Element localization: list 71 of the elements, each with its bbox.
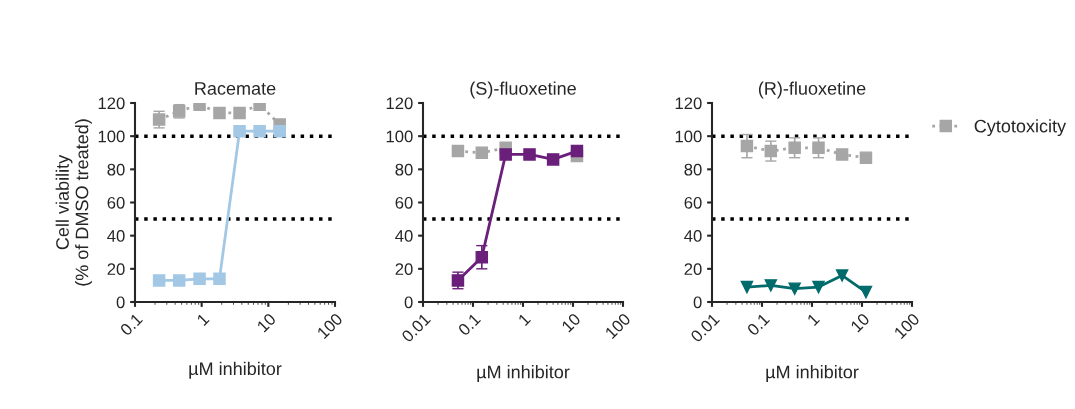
x-tick-label: 10 bbox=[561, 312, 582, 333]
point bbox=[233, 106, 246, 120]
x-axis-title: µM inhibitor bbox=[189, 361, 282, 379]
point bbox=[475, 146, 489, 160]
y-tick-label: 20 bbox=[395, 263, 413, 276]
point bbox=[812, 141, 825, 155]
chart-title: (R)-fluoxetine bbox=[758, 81, 866, 99]
x-tick-label: 10 bbox=[256, 312, 277, 333]
y-tick-label: 60 bbox=[395, 196, 413, 209]
point bbox=[172, 274, 186, 287]
point bbox=[451, 144, 465, 158]
y-tick-label: 0 bbox=[404, 296, 413, 309]
y-tick-label: 60 bbox=[107, 196, 125, 209]
chart-title: (S)-fluoxetine bbox=[470, 81, 576, 99]
y-tick-label: 100 bbox=[98, 130, 125, 143]
x-axis-title: µM inhibitor bbox=[477, 365, 570, 382]
x-tick-label: 0.1 bbox=[119, 312, 144, 337]
y-tick-label: 120 bbox=[98, 97, 125, 110]
x-tick-label: 1 bbox=[806, 312, 820, 326]
point bbox=[273, 124, 286, 138]
y-tick-label: 100 bbox=[675, 130, 702, 143]
point bbox=[193, 272, 206, 286]
y-tick-label: 20 bbox=[107, 263, 125, 276]
point bbox=[859, 285, 873, 299]
y-tick-label: 120 bbox=[386, 97, 413, 110]
y-tick-label: 80 bbox=[395, 163, 413, 176]
y-tick-label: 60 bbox=[684, 196, 702, 209]
y-tick-label: 0 bbox=[116, 296, 125, 309]
x-tick-label: 10 bbox=[850, 312, 871, 333]
point bbox=[233, 124, 246, 138]
y-tick-label: 100 bbox=[386, 130, 413, 143]
x-tick-label: 1 bbox=[196, 312, 210, 326]
x-tick-label: 0.1 bbox=[457, 312, 482, 337]
point bbox=[253, 124, 266, 138]
y-tick-label: 40 bbox=[107, 230, 125, 242]
y-tick-label: 20 bbox=[684, 263, 702, 276]
x-tick-label: 1 bbox=[517, 312, 531, 326]
x-tick-label: 100 bbox=[316, 312, 344, 340]
y-tick-label: 40 bbox=[684, 230, 702, 242]
point bbox=[152, 274, 166, 287]
point bbox=[835, 148, 849, 161]
point bbox=[213, 272, 226, 286]
point bbox=[499, 148, 512, 161]
point bbox=[523, 148, 536, 161]
x-tick-label: 100 bbox=[893, 312, 921, 340]
y-tick-label: 120 bbox=[675, 97, 702, 110]
chart-title: Racemate bbox=[195, 82, 276, 95]
point bbox=[788, 141, 801, 155]
point bbox=[570, 144, 584, 158]
point bbox=[764, 279, 778, 292]
x-tick-label: 0.01 bbox=[689, 312, 721, 343]
legend-label: Cytotoxicity bbox=[974, 119, 1067, 137]
point bbox=[764, 144, 778, 158]
y-tick-label: 40 bbox=[395, 230, 413, 242]
point bbox=[812, 280, 825, 294]
x-tick-label: 0.01 bbox=[400, 312, 432, 343]
point bbox=[740, 139, 754, 153]
point bbox=[859, 151, 873, 164]
x-tick-label: 0.1 bbox=[746, 312, 771, 337]
x-tick-label: 100 bbox=[604, 312, 632, 340]
point bbox=[546, 153, 560, 166]
point bbox=[835, 269, 849, 282]
point bbox=[740, 280, 754, 294]
x-axis-title: µM inhibitor bbox=[766, 365, 859, 382]
y-tick-label: 80 bbox=[107, 163, 125, 176]
point bbox=[475, 250, 489, 264]
y-tick-label: 0 bbox=[693, 296, 702, 309]
point bbox=[788, 282, 801, 295]
point bbox=[213, 106, 226, 120]
y-axis-title: Cell viability (% of DMSO treated) bbox=[55, 119, 92, 286]
y-tick-label: 80 bbox=[684, 163, 702, 176]
